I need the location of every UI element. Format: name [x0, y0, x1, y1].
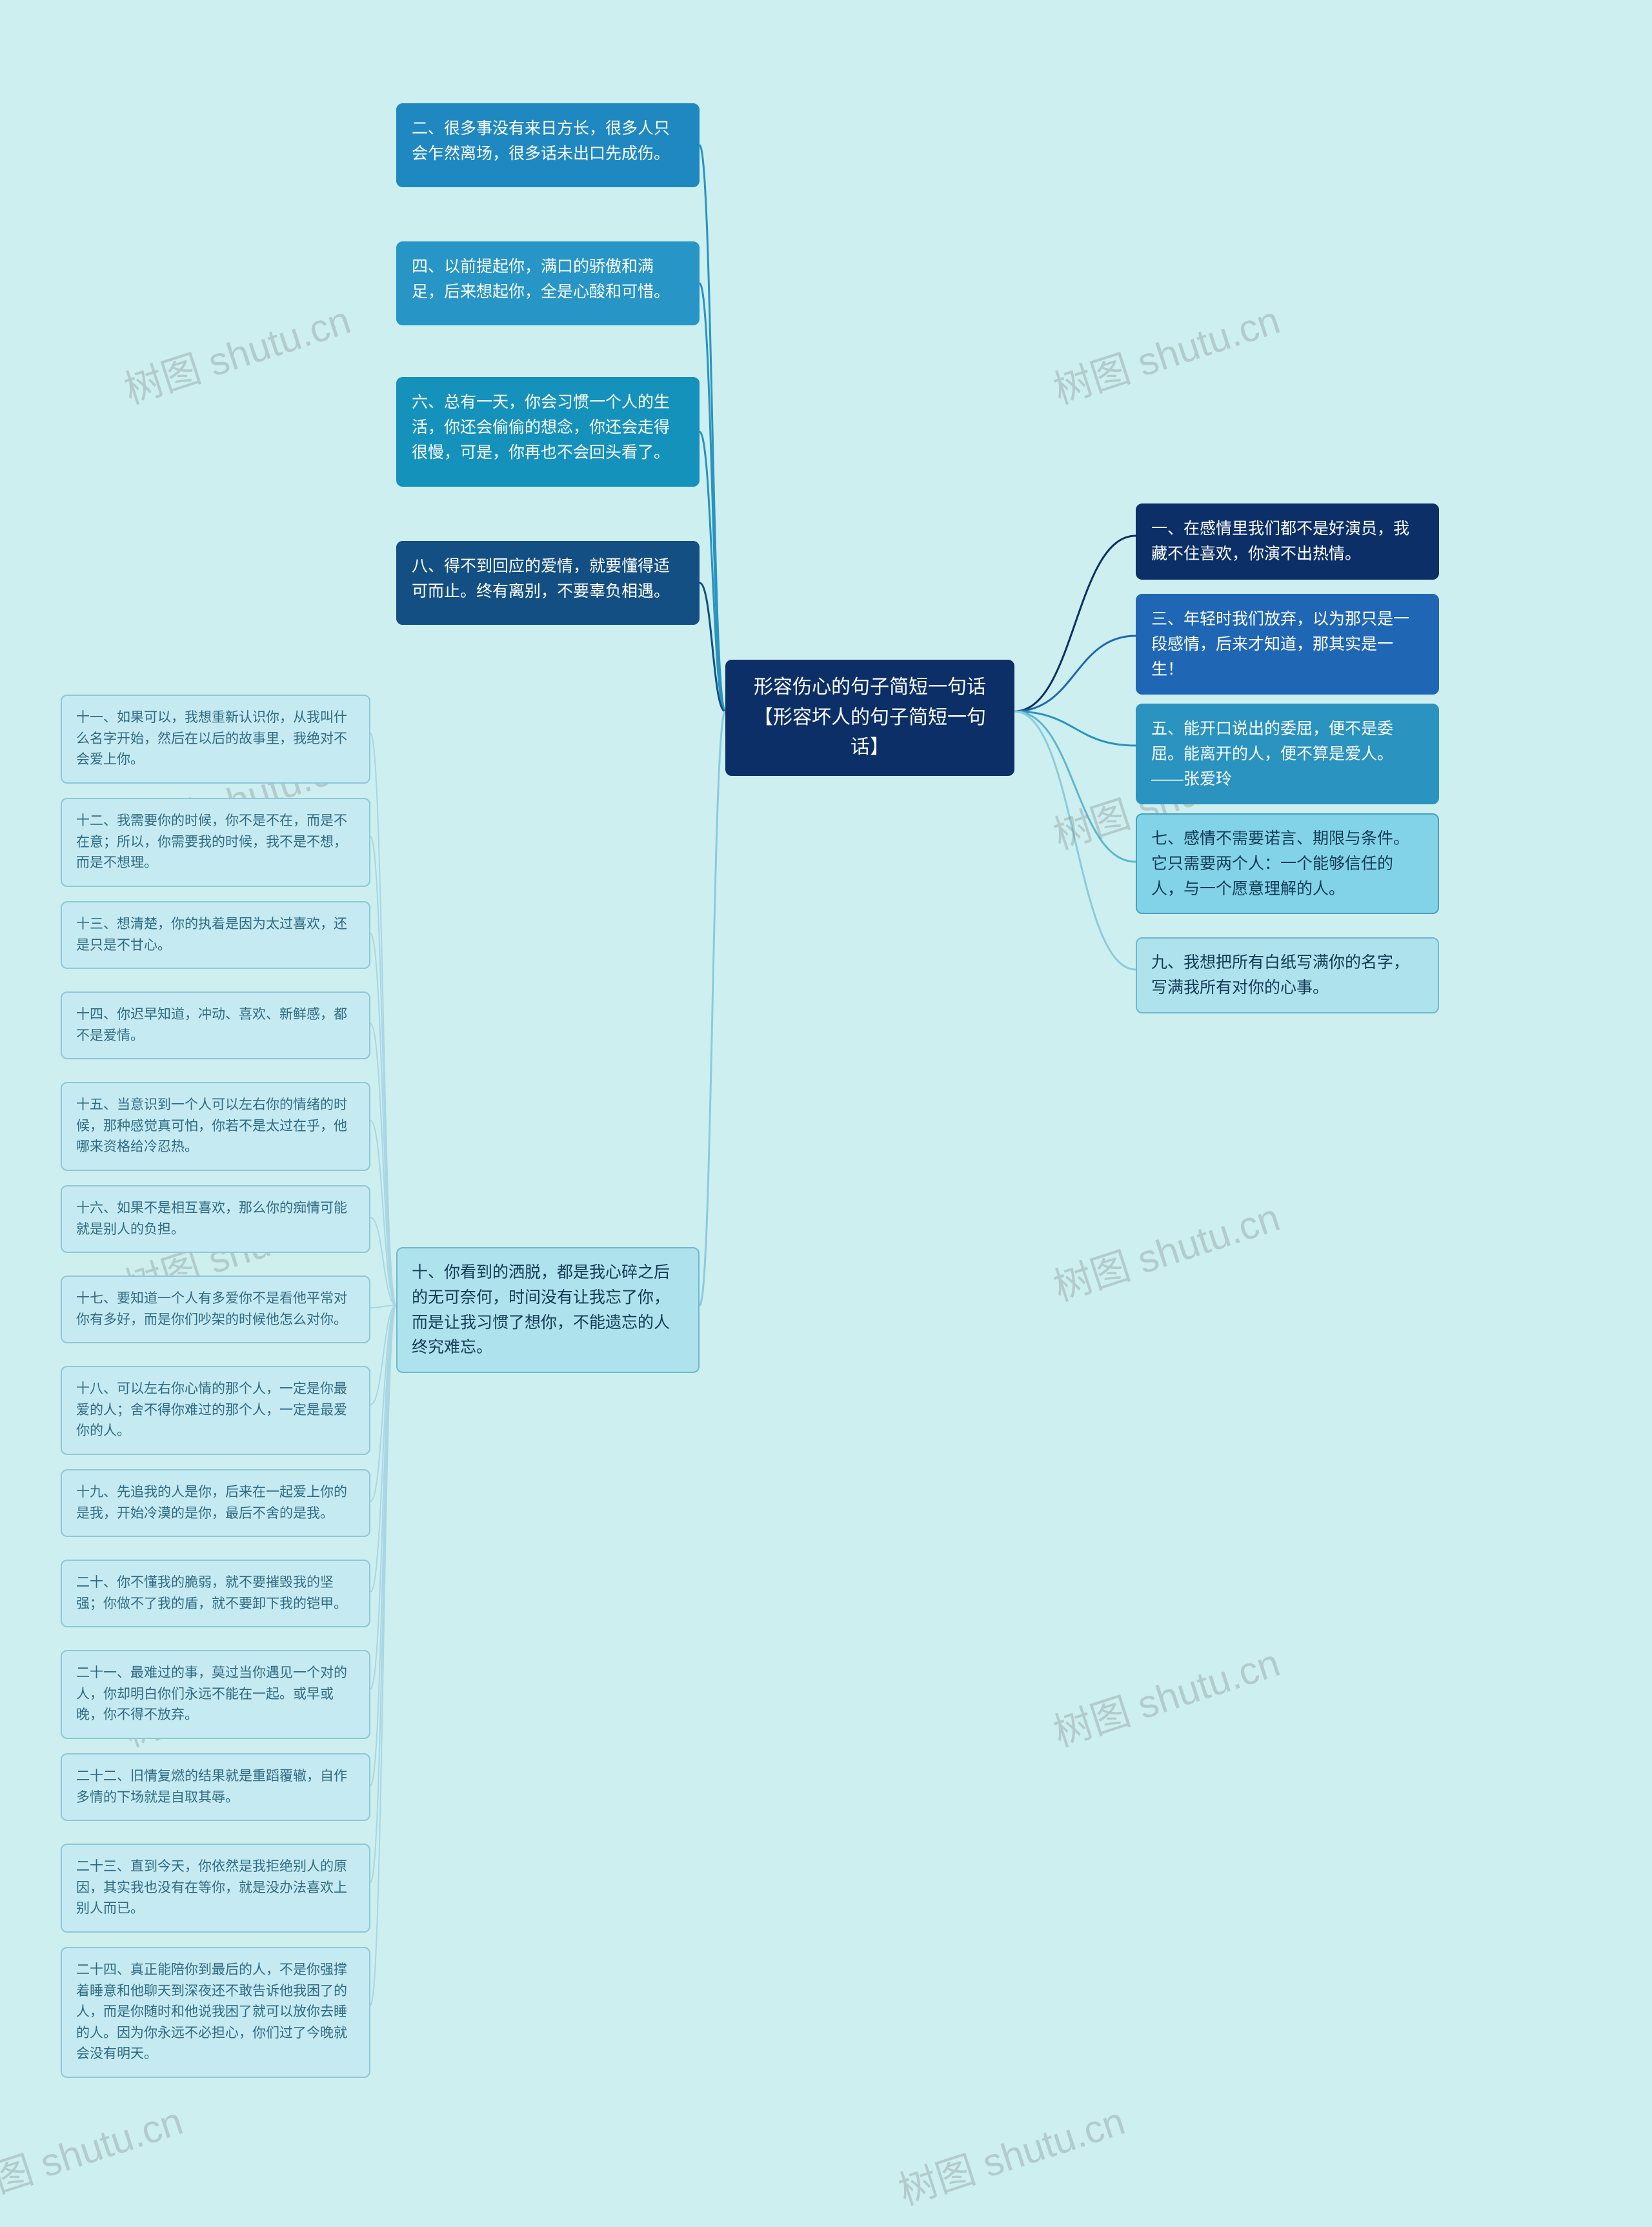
node-text: 二十一、最难过的事，莫过当你遇见一个对的人，你却明白你们永远不能在一起。或早或晚…: [76, 1665, 347, 1722]
edge: [370, 837, 396, 1305]
edge: [700, 283, 725, 711]
node-text: 十三、想清楚，你的执着是因为太过喜欢，还是只是不甘心。: [76, 917, 347, 953]
edge: [370, 1305, 396, 1405]
node-text: 二十四、真正能陪你到最后的人，不是你强撑着睡意和他聊天到深夜还不敢告诉他我困了的…: [76, 1962, 347, 2061]
secondary-node[interactable]: 二十四、真正能陪你到最后的人，不是你强撑着睡意和他聊天到深夜还不敢告诉他我困了的…: [61, 1947, 370, 2078]
secondary-node[interactable]: 十一、如果可以，我想重新认识你，从我叫什么名字开始，然后在以后的故事里，我绝对不…: [61, 695, 370, 784]
watermark: 树图 shutu.cn: [891, 2090, 1131, 2216]
edge: [1014, 711, 1136, 862]
watermark: 树图 shutu.cn: [1045, 289, 1286, 415]
edge: [370, 1305, 396, 1592]
primary-node-left[interactable]: 八、得不到回应的爱情，就要懂得适可而止。终有离别，不要辜负相遇。: [396, 541, 700, 625]
edge: [370, 1305, 396, 1785]
node-text: 十九、先追我的人是你，后来在一起爱上你的是我，开始冷漠的是你，最后不舍的是我。: [76, 1485, 347, 1521]
node-text: 二十二、旧情复燃的结果就是重蹈覆辙，自作多情的下场就是自取其辱。: [76, 1769, 347, 1805]
edge: [700, 432, 725, 711]
mindmap-canvas: 树图 shutu.cn 树图 shutu.cn 树图 shutu.cn 树图 shut…: [0, 0, 1652, 2227]
edge: [370, 1217, 396, 1305]
edge: [370, 1305, 396, 1882]
node-text: 十七、要知道一个人有多爱你不是看他平常对你有多好，而是你们吵架的时候他怎么对你。: [76, 1291, 347, 1327]
watermark: 树图 shutu.cn: [0, 2090, 189, 2216]
secondary-node[interactable]: 十二、我需要你的时候，你不是不在，而是不在意；所以，你需要我的时候，我不是不想，…: [61, 798, 370, 887]
primary-node-left[interactable]: 六、总有一天，你会习惯一个人的生活，你还会偷偷的想念，你还会走得很慢，可是，你再…: [396, 377, 700, 487]
node-text: 五、能开口说出的委屈，便不是委屈。能离开的人，便不算是爱人。——张爱玲: [1151, 720, 1393, 788]
node-text: 十一、如果可以，我想重新认识你，从我叫什么名字开始，然后在以后的故事里，我绝对不…: [76, 710, 347, 767]
edge: [1014, 536, 1136, 711]
primary-node-left[interactable]: 二、很多事没有来日方长，很多人只会乍然离场，很多话未出口先成伤。: [396, 103, 700, 187]
node-text: 十八、可以左右你心情的那个人，一定是你最爱的人；舍不得你难过的那个人，一定是最爱…: [76, 1381, 347, 1438]
edge: [370, 1305, 396, 2005]
node-text: 二十、你不懂我的脆弱，就不要摧毁我的坚强；你做不了我的盾，就不要卸下我的铠甲。: [76, 1575, 347, 1611]
secondary-node[interactable]: 十五、当意识到一个人可以左右你的情绪的时候，那种感觉真可怕，你若不是太过在乎，他…: [61, 1082, 370, 1171]
node-text: 七、感情不需要诺言、期限与条件。它只需要两个人：一个能够信任的人，与一个愿意理解…: [1151, 829, 1409, 898]
edge: [700, 145, 725, 711]
secondary-node[interactable]: 十三、想清楚，你的执着是因为太过喜欢，还是只是不甘心。: [61, 901, 370, 969]
edge: [1014, 636, 1136, 711]
node-text: 六、总有一天，你会习惯一个人的生活，你还会偷偷的想念，你还会走得很慢，可是，你再…: [412, 393, 670, 462]
secondary-node[interactable]: 十四、你迟早知道，冲动、喜欢、新鲜感，都不是爱情。: [61, 991, 370, 1059]
root-node[interactable]: 形容伤心的句子简短一句话【形容坏人的句子简短一句话】: [725, 660, 1014, 776]
node-text: 八、得不到回应的爱情，就要懂得适可而止。终有离别，不要辜负相遇。: [412, 557, 670, 600]
node-text: 形容伤心的句子简短一句话【形容坏人的句子简短一句话】: [754, 676, 986, 758]
edge: [370, 733, 396, 1305]
primary-node-right[interactable]: 一、在感情里我们都不是好演员，我藏不住喜欢，你演不出热情。: [1136, 503, 1439, 580]
node-text: 四、以前提起你，满口的骄傲和满足，后来想起你，全是心酸和可惜。: [412, 258, 670, 301]
secondary-node[interactable]: 二十、你不懂我的脆弱，就不要摧毁我的坚强；你做不了我的盾，就不要卸下我的铠甲。: [61, 1560, 370, 1627]
edge: [370, 1305, 396, 1689]
node-text: 十五、当意识到一个人可以左右你的情绪的时候，那种感觉真可怕，你若不是太过在乎，他…: [76, 1097, 347, 1154]
node-text: 三、年轻时我们放弃，以为那只是一段感情，后来才知道，那其实是一生！: [1151, 610, 1409, 678]
watermark: 树图 shutu.cn: [116, 289, 357, 415]
watermark: 树图 shutu.cn: [1045, 1632, 1286, 1758]
node-text: 十四、你迟早知道，冲动、喜欢、新鲜感，都不是爱情。: [76, 1007, 347, 1043]
node-text: 十、你看到的洒脱，都是我心碎之后的无可奈何，时间没有让我忘了你，而是让我习惯了想…: [412, 1263, 670, 1356]
secondary-node[interactable]: 十六、如果不是相互喜欢，那么你的痴情可能就是别人的负担。: [61, 1185, 370, 1253]
primary-node-right[interactable]: 七、感情不需要诺言、期限与条件。它只需要两个人：一个能够信任的人，与一个愿意理解…: [1136, 813, 1439, 914]
watermark: 树图 shutu.cn: [1045, 1186, 1286, 1312]
primary-node-right[interactable]: 九、我想把所有白纸写满你的名字，写满我所有对你的心事。: [1136, 937, 1439, 1013]
edge: [1014, 711, 1136, 746]
edge: [700, 711, 725, 1305]
secondary-node[interactable]: 十八、可以左右你心情的那个人，一定是你最爱的人；舍不得你难过的那个人，一定是最爱…: [61, 1366, 370, 1455]
secondary-node[interactable]: 十七、要知道一个人有多爱你不是看他平常对你有多好，而是你们吵架的时候他怎么对你。: [61, 1276, 370, 1343]
node-text: 二、很多事没有来日方长，很多人只会乍然离场，很多话未出口先成伤。: [412, 119, 670, 163]
edge: [700, 583, 725, 711]
primary-node-left[interactable]: 十、你看到的洒脱，都是我心碎之后的无可奈何，时间没有让我忘了你，而是让我习惯了想…: [396, 1247, 700, 1373]
primary-node-left[interactable]: 四、以前提起你，满口的骄傲和满足，后来想起你，全是心酸和可惜。: [396, 241, 700, 325]
node-text: 九、我想把所有白纸写满你的名字，写满我所有对你的心事。: [1151, 953, 1409, 997]
edge: [1014, 711, 1136, 970]
edge: [370, 1305, 396, 1308]
node-text: 一、在感情里我们都不是好演员，我藏不住喜欢，你演不出热情。: [1151, 520, 1409, 563]
primary-node-right[interactable]: 三、年轻时我们放弃，以为那只是一段感情，后来才知道，那其实是一生！: [1136, 594, 1439, 695]
edge: [370, 1024, 396, 1305]
node-text: 十六、如果不是相互喜欢，那么你的痴情可能就是别人的负担。: [76, 1201, 347, 1237]
secondary-node[interactable]: 二十一、最难过的事，莫过当你遇见一个对的人，你却明白你们永远不能在一起。或早或晚…: [61, 1650, 370, 1739]
secondary-node[interactable]: 十九、先追我的人是你，后来在一起爱上你的是我，开始冷漠的是你，最后不舍的是我。: [61, 1469, 370, 1537]
secondary-node[interactable]: 二十三、直到今天，你依然是我拒绝别人的原因，其实我也没有在等你，就是没办法喜欢上…: [61, 1844, 370, 1933]
edge: [370, 933, 396, 1305]
edge: [370, 1305, 396, 1501]
node-text: 十二、我需要你的时候，你不是不在，而是不在意；所以，你需要我的时候，我不是不想，…: [76, 813, 347, 870]
primary-node-right[interactable]: 五、能开口说出的委屈，便不是委屈。能离开的人，便不算是爱人。——张爱玲: [1136, 704, 1439, 804]
edge: [370, 1121, 396, 1305]
secondary-node[interactable]: 二十二、旧情复燃的结果就是重蹈覆辙，自作多情的下场就是自取其辱。: [61, 1753, 370, 1821]
node-text: 二十三、直到今天，你依然是我拒绝别人的原因，其实我也没有在等你，就是没办法喜欢上…: [76, 1859, 347, 1916]
